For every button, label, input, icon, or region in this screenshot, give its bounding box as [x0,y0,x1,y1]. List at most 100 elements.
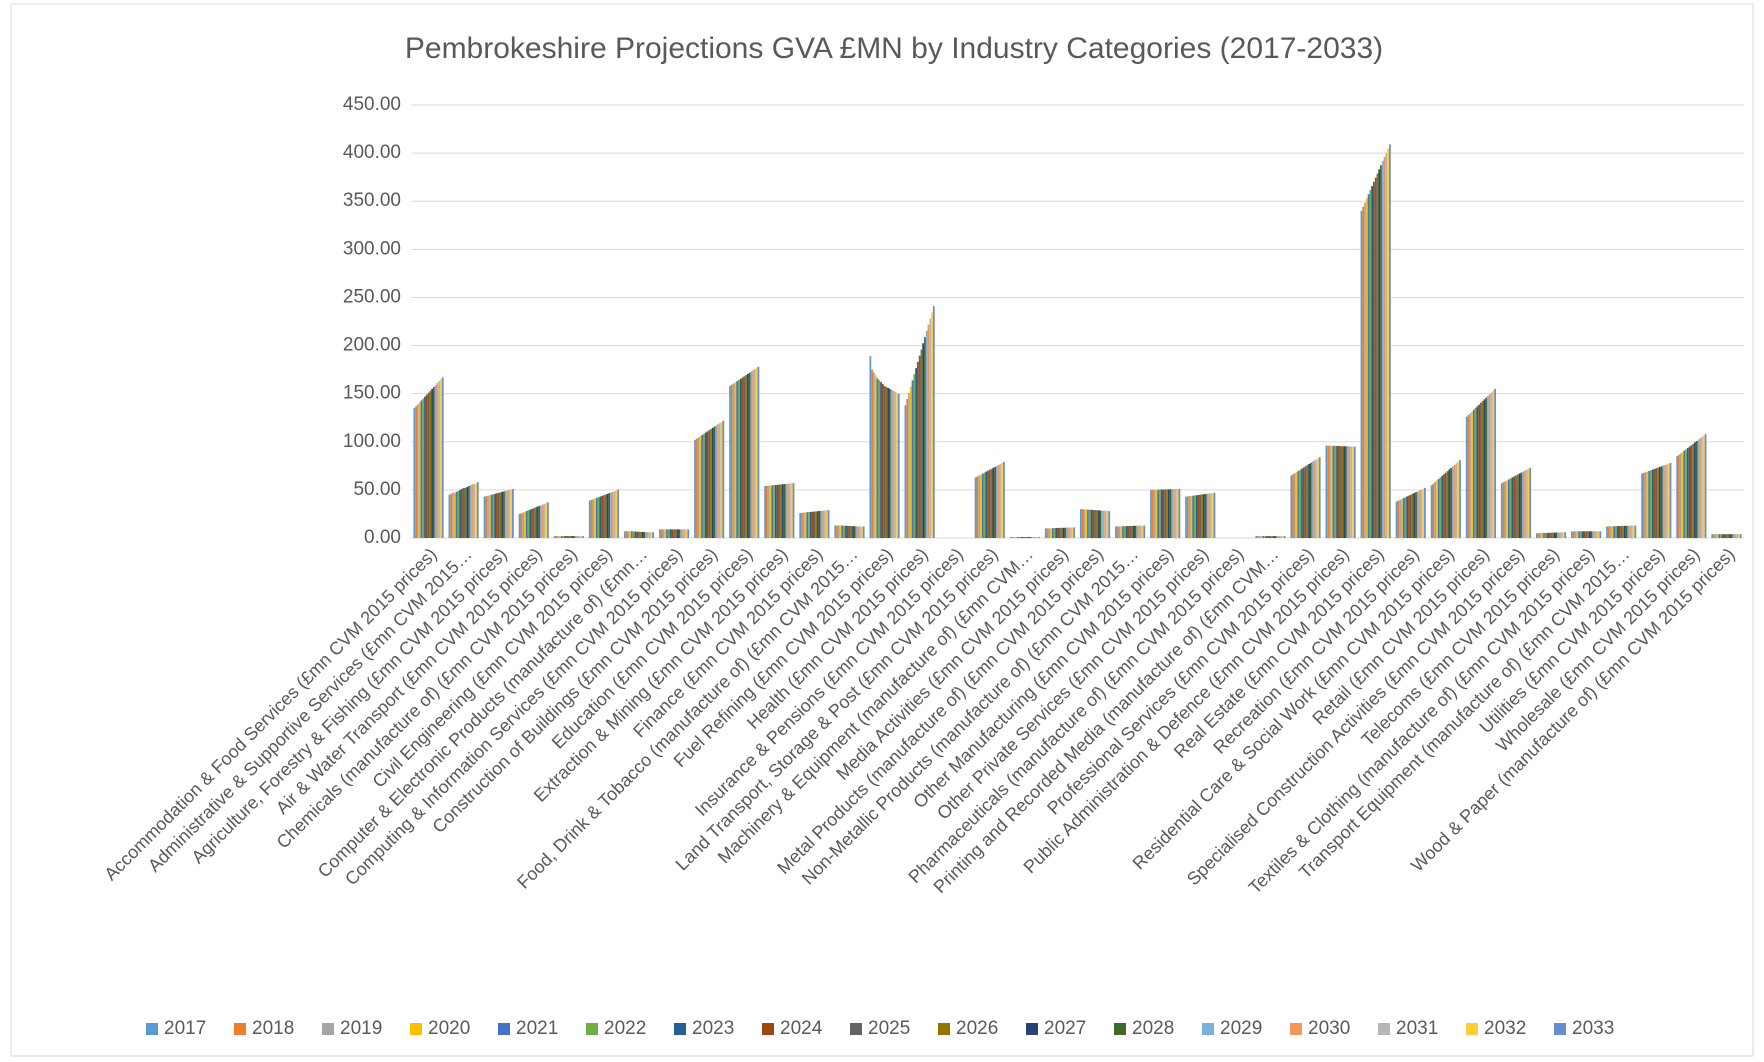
bar [1557,532,1560,538]
bar [1015,537,1017,538]
bar [578,536,581,538]
bar [494,493,497,538]
bar [1262,536,1265,538]
bar [1136,525,1139,538]
bar [527,510,530,538]
legend-swatch [850,1023,862,1035]
bar [918,355,921,538]
bar [837,525,840,538]
bar [1490,392,1493,538]
bar [1157,489,1159,538]
bar [822,510,825,538]
bar [1629,525,1631,538]
bar [1125,526,1128,538]
legend-swatch [1554,1023,1566,1035]
bar [1397,500,1400,538]
bar [1657,467,1659,538]
bar [855,526,858,538]
bar [1641,473,1643,538]
bar [834,525,837,538]
bar [615,490,618,538]
bar [599,496,602,538]
bar [1625,525,1628,538]
bar [625,531,628,538]
bar [1630,525,1633,538]
bar [1406,496,1409,538]
bar [1371,185,1374,538]
bar [931,312,933,538]
bar [876,378,879,538]
legend-label: 2032 [1484,1018,1526,1039]
bar [1330,445,1333,538]
bar [871,369,874,538]
bar [1678,454,1680,538]
bar [1094,510,1096,538]
bar [468,486,470,538]
bar [1336,446,1338,538]
bar [499,492,502,538]
bar [734,382,737,538]
bar [1271,536,1274,538]
bar [730,384,733,538]
bar [1453,464,1456,538]
bar [1527,468,1530,538]
bar [859,526,862,538]
bar [1720,534,1723,538]
bar [1059,527,1061,538]
bar [1274,536,1277,538]
bar [1430,485,1433,538]
bar [1036,537,1039,538]
bar [824,510,826,538]
bar [1116,526,1119,538]
bar [1444,472,1447,538]
bar [817,511,819,538]
bar [695,438,698,538]
bar [490,494,493,538]
bar [1548,532,1551,538]
bar [469,485,472,538]
legend-swatch [1026,1023,1038,1035]
bar [1273,536,1275,538]
bar [809,511,812,538]
bar [1559,532,1561,538]
bar [1504,481,1507,538]
bar [1053,528,1056,538]
bar [497,492,500,538]
bar [1450,467,1453,538]
legend-label: 2033 [1572,1018,1614,1039]
bar [706,431,709,538]
bar [1662,465,1665,538]
bar [1422,488,1425,538]
legend-label: 2023 [692,1018,734,1039]
bar [702,433,705,538]
bar [785,483,788,538]
bar [841,525,844,538]
bar [1210,493,1212,538]
bar [566,536,568,538]
bar [1487,395,1489,538]
bar [613,491,616,538]
bar [543,503,546,538]
bar [743,376,746,538]
bar [648,532,651,538]
bar [575,536,577,538]
bar [1606,526,1608,538]
bar [789,483,791,538]
bar [713,426,716,538]
bar [1465,416,1468,538]
bar [1194,495,1196,538]
bar [1141,525,1144,538]
bar [1476,406,1479,538]
bar [1009,537,1012,538]
bar [799,512,802,538]
bar [1520,472,1523,538]
bar [1727,534,1730,538]
bar [1676,456,1679,538]
bar [1031,537,1033,538]
bar [1632,525,1635,538]
bar [553,536,556,538]
y-tick-label: 350.00 [343,190,401,211]
bar [1297,470,1300,538]
bar [1408,495,1410,538]
bar [1295,471,1298,538]
